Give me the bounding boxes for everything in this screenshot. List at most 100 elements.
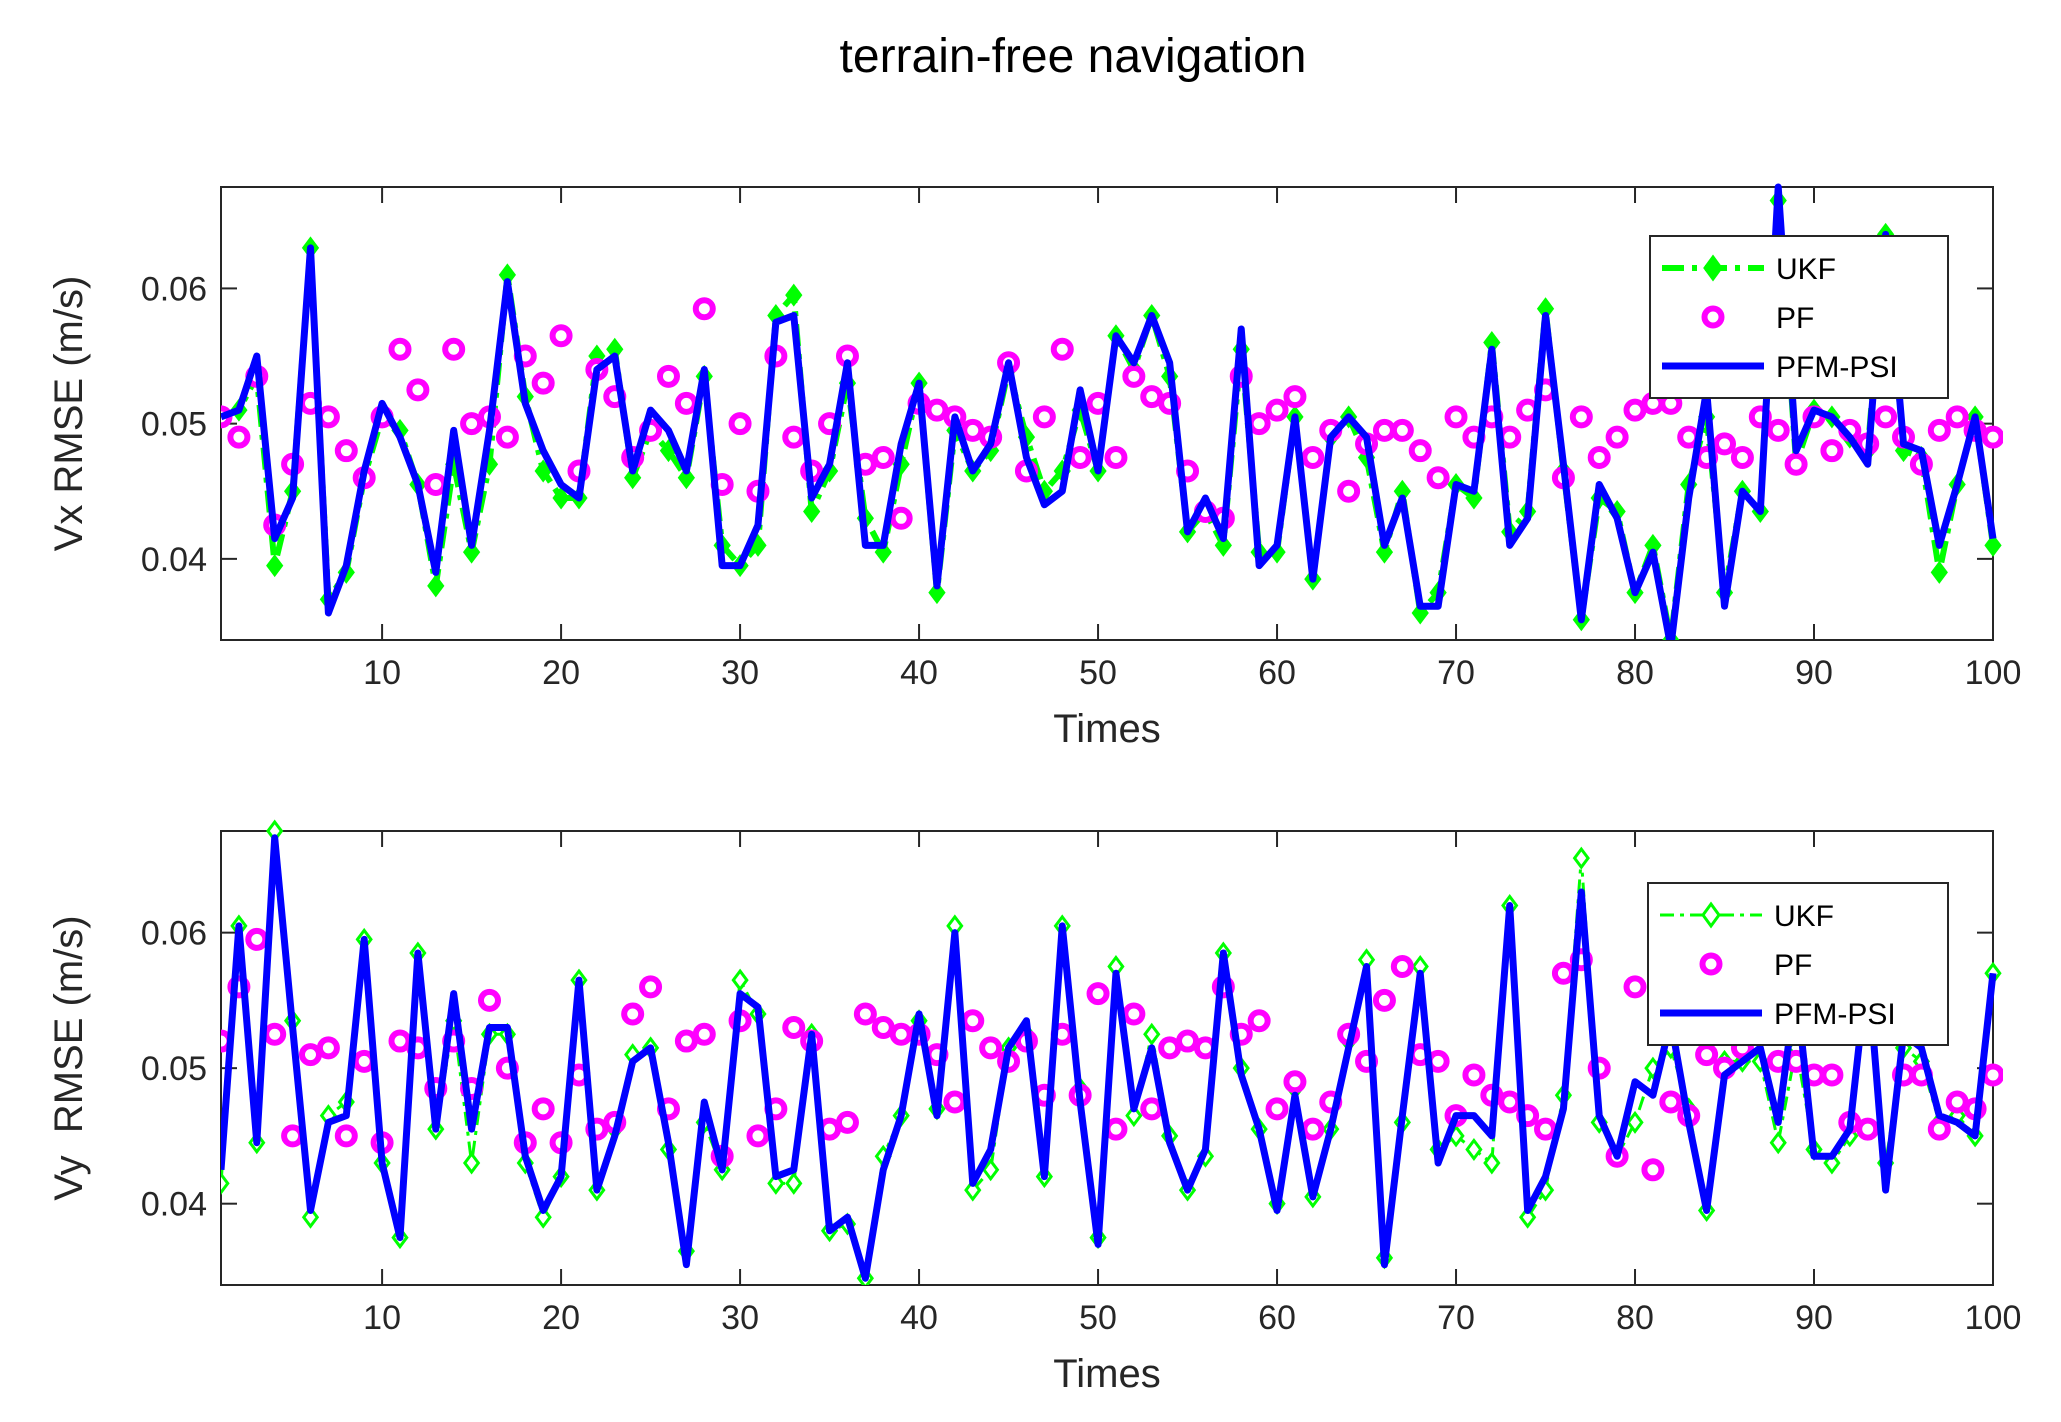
legend-ukf-label: UKF bbox=[1774, 900, 1834, 933]
pf-point bbox=[961, 418, 985, 442]
plot-frame bbox=[220, 830, 1994, 1286]
pf-point bbox=[1623, 975, 1647, 999]
ukf-point bbox=[677, 466, 695, 490]
ukf-point bbox=[462, 540, 481, 564]
legend-pfm-psi-label: PFM-PSI bbox=[1774, 998, 1896, 1031]
x-tick-label: 90 bbox=[1795, 654, 1833, 692]
pf-point bbox=[1623, 398, 1647, 422]
pf-point bbox=[925, 398, 949, 422]
pf-point bbox=[1337, 479, 1361, 503]
ukf-point bbox=[534, 1205, 552, 1229]
x-tick-label: 40 bbox=[900, 1299, 938, 1337]
pf-point bbox=[1390, 955, 1414, 979]
x-tick-label: 50 bbox=[1079, 654, 1117, 692]
pf-point bbox=[263, 1022, 287, 1046]
pf-point bbox=[656, 364, 680, 388]
pf-point bbox=[1551, 961, 1575, 985]
pf-point bbox=[1641, 1158, 1665, 1182]
pf-point bbox=[227, 425, 251, 449]
x-tick-label: 100 bbox=[1965, 1299, 2022, 1337]
x-tick-label: 80 bbox=[1616, 654, 1654, 692]
ukf-point bbox=[1572, 846, 1590, 870]
ukf-point bbox=[1465, 1137, 1483, 1161]
pf-point bbox=[1820, 1063, 1844, 1087]
x-tick-label: 90 bbox=[1795, 1299, 1833, 1337]
pf-point bbox=[1927, 418, 1951, 442]
legend-ukf-marker bbox=[1701, 901, 1721, 929]
legend-pf-marker bbox=[1701, 305, 1725, 329]
pf-point bbox=[1820, 439, 1844, 463]
y-axis-label: Vy RMSE (m/s) bbox=[47, 915, 91, 1200]
pf-point bbox=[316, 1036, 340, 1060]
vx-rmse-chart: 10 20 30 40 50 60 70 80 90 100 0.04 0.05 0.06 Times Vx… bbox=[47, 183, 2022, 751]
legend-box bbox=[1649, 235, 1949, 399]
x-tick-label: 20 bbox=[542, 654, 580, 692]
pf-point bbox=[1713, 432, 1737, 456]
legend-box bbox=[1647, 882, 1949, 1046]
y-tick-label: 0.05 bbox=[141, 1050, 207, 1088]
pf-point bbox=[388, 337, 412, 361]
ukf-point bbox=[1984, 533, 2002, 557]
ukf-point bbox=[427, 574, 445, 598]
pf-point bbox=[1176, 1029, 1200, 1053]
y-tick-label: 0.04 bbox=[141, 541, 207, 579]
ukf-point bbox=[785, 1171, 803, 1195]
pf-point bbox=[531, 1097, 555, 1121]
x-tick-label: 80 bbox=[1616, 1299, 1654, 1337]
pf-point bbox=[1032, 405, 1056, 429]
pf-point bbox=[1784, 452, 1808, 476]
pf-point bbox=[1283, 1070, 1307, 1094]
ukf-point bbox=[1626, 1110, 1644, 1134]
x-tick-label: 60 bbox=[1258, 1299, 1296, 1337]
pf-point bbox=[334, 439, 358, 463]
pf-point bbox=[1856, 1117, 1880, 1141]
pf-point bbox=[1122, 1002, 1146, 1026]
pf-point bbox=[1158, 1036, 1182, 1060]
pf-point bbox=[728, 412, 752, 436]
pf-point bbox=[334, 1124, 358, 1148]
ukf-point bbox=[928, 581, 946, 605]
ukf-point bbox=[1125, 1104, 1143, 1128]
legend: UKF PF PFM-PSI bbox=[1649, 235, 1949, 399]
ukf-point bbox=[266, 554, 284, 578]
pf-point bbox=[674, 1029, 698, 1053]
pf-point bbox=[1104, 1117, 1128, 1141]
x-tick-label: 30 bbox=[721, 654, 759, 692]
pf-point bbox=[1068, 445, 1092, 469]
pf-point bbox=[1695, 1043, 1719, 1067]
pf-point bbox=[889, 506, 913, 530]
legend-pf-label: PF bbox=[1776, 302, 1814, 335]
ukf-point bbox=[964, 1178, 982, 1202]
ukf-point bbox=[785, 283, 803, 307]
pf-point bbox=[495, 425, 519, 449]
pf-point bbox=[388, 1029, 412, 1053]
pf-point bbox=[1390, 418, 1414, 442]
pf-point bbox=[1265, 398, 1289, 422]
ukf-point bbox=[1519, 1205, 1537, 1229]
pf-point bbox=[1283, 385, 1307, 409]
ukf-point bbox=[1143, 1022, 1161, 1046]
pf-point bbox=[245, 927, 269, 951]
pf-point bbox=[1981, 425, 2003, 449]
ukf-point bbox=[301, 1205, 320, 1229]
x-tick-label: 30 bbox=[721, 1299, 759, 1337]
x-tick-label: 60 bbox=[1258, 654, 1296, 692]
pf-point bbox=[1301, 1117, 1325, 1141]
legend-pf-label: PF bbox=[1774, 949, 1812, 982]
pf-point bbox=[782, 1016, 806, 1040]
ukf-point bbox=[624, 466, 642, 490]
pf-point bbox=[835, 1110, 859, 1134]
pf-point bbox=[961, 1009, 985, 1033]
pf-point bbox=[853, 1002, 877, 1026]
ukf-point bbox=[1483, 1151, 1501, 1175]
x-tick-label: 100 bbox=[1965, 654, 2022, 692]
pf-point bbox=[531, 371, 555, 395]
pf-point bbox=[782, 425, 806, 449]
pf-point bbox=[442, 337, 466, 361]
pf-point bbox=[1247, 412, 1271, 436]
pf-point bbox=[692, 1022, 716, 1046]
x-tick-label: 50 bbox=[1079, 1299, 1117, 1337]
pf-point bbox=[1569, 405, 1593, 429]
pf-point bbox=[1927, 1117, 1951, 1141]
